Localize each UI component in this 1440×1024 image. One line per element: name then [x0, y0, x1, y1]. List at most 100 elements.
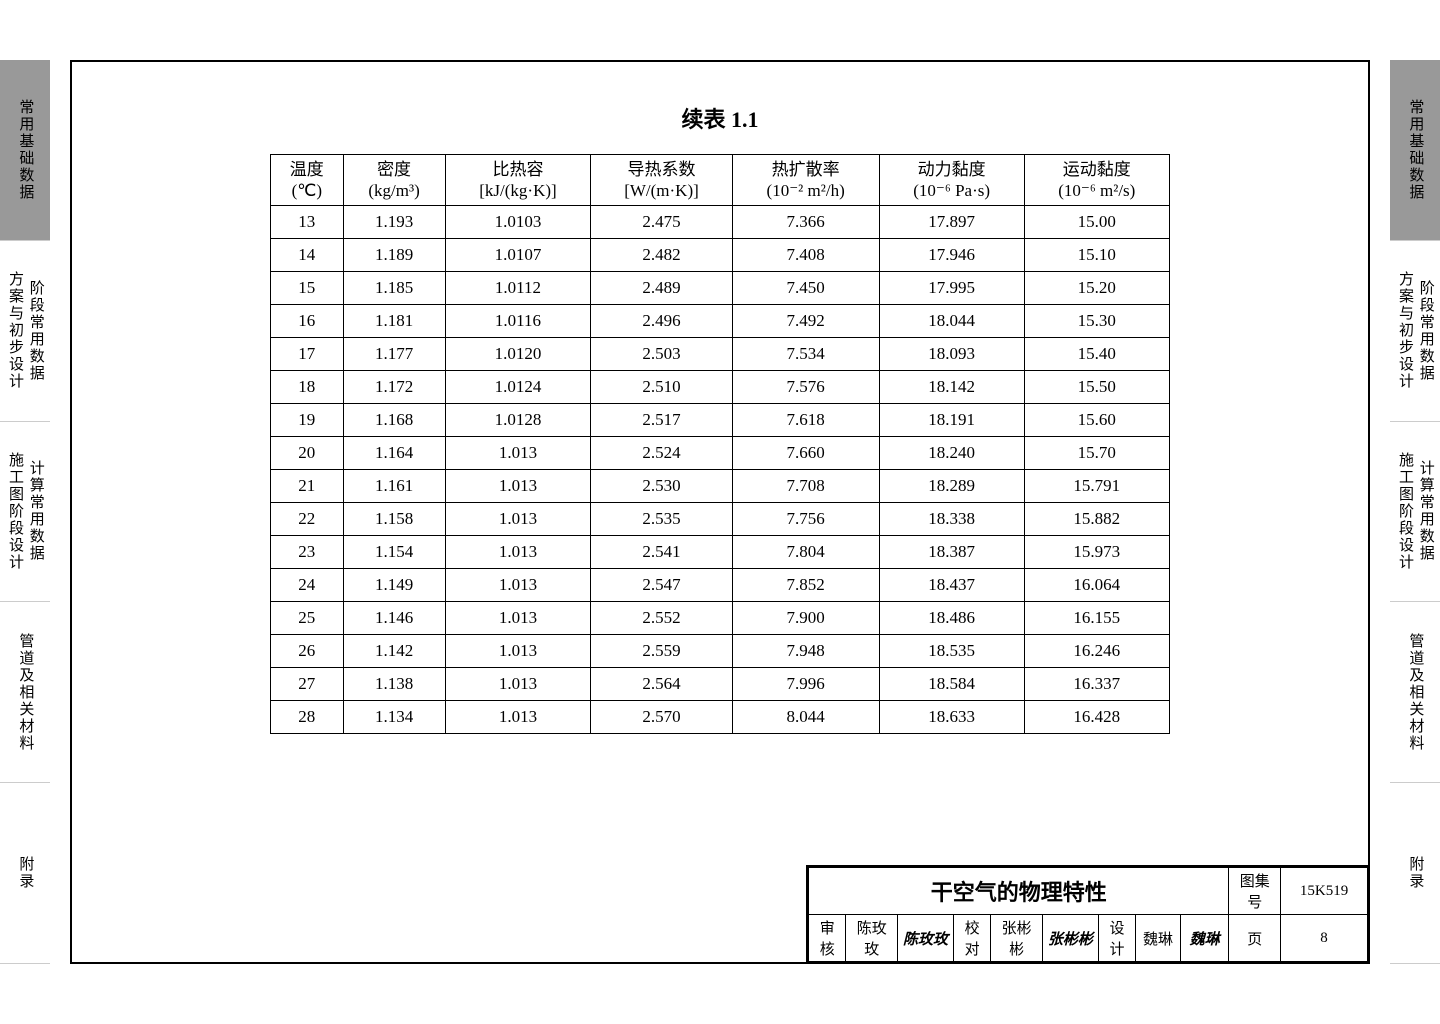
content-frame: 续表 1.1 温度(℃)密度(kg/m³)比热容[kJ/(kg·K)]导热系数[…	[70, 60, 1370, 964]
table-cell: 2.535	[591, 503, 732, 536]
table-cell: 19	[271, 404, 344, 437]
table-cell: 2.475	[591, 206, 732, 239]
table-cell: 7.450	[732, 272, 879, 305]
role-design-name: 魏琳	[1136, 915, 1181, 962]
table-cell: 1.0103	[445, 206, 591, 239]
table-row: 281.1341.0132.5708.04418.63316.428	[271, 701, 1170, 734]
table-row: 181.1721.01242.5107.57618.14215.50	[271, 371, 1170, 404]
right-side-tabs: 常用基础数据方案与初步设计阶段常用数据施工图阶段设计计算常用数据管道及相关材料附…	[1390, 60, 1440, 964]
role-check-name: 张彬彬	[991, 915, 1043, 962]
left-side-tabs: 常用基础数据方案与初步设计阶段常用数据施工图阶段设计计算常用数据管道及相关材料附…	[0, 60, 50, 964]
table-cell: 2.510	[591, 371, 732, 404]
side-tab-label: 施工图阶段设计	[5, 452, 24, 571]
table-cell: 7.708	[732, 470, 879, 503]
table-cell: 2.564	[591, 668, 732, 701]
drawing-title: 干空气的物理特性	[809, 868, 1229, 915]
title-block: 干空气的物理特性 图集号 15K519 审核 陈玫玫 陈玫玫 校对 张彬彬 张彬…	[806, 865, 1370, 964]
side-tab-label: 附录	[1406, 856, 1425, 890]
side-tab-label: 常用基础数据	[16, 99, 35, 201]
side-tab-2[interactable]: 施工图阶段设计计算常用数据	[0, 422, 50, 603]
table-cell: 7.996	[732, 668, 879, 701]
side-tab-0[interactable]: 常用基础数据	[0, 60, 50, 241]
table-cell: 1.0124	[445, 371, 591, 404]
side-tab-3[interactable]: 管道及相关材料	[0, 602, 50, 783]
table-cell: 18.584	[879, 668, 1024, 701]
table-cell: 15.40	[1024, 338, 1169, 371]
side-tab-label: 方案与初步设计	[1395, 271, 1414, 390]
table-cell: 1.013	[445, 503, 591, 536]
table-row: 231.1541.0132.5417.80418.38715.973	[271, 536, 1170, 569]
table-cell: 18.044	[879, 305, 1024, 338]
table-cell: 20	[271, 437, 344, 470]
table-cell: 2.482	[591, 239, 732, 272]
table-cell: 1.0120	[445, 338, 591, 371]
table-cell: 18.093	[879, 338, 1024, 371]
role-review-label: 审核	[809, 915, 846, 962]
side-tab-label: 管道及相关材料	[1406, 633, 1425, 752]
col-header-2: 比热容[kJ/(kg·K)]	[445, 155, 591, 206]
side-tab-3[interactable]: 管道及相关材料	[1390, 602, 1440, 783]
col-header-4: 热扩散率(10⁻² m²/h)	[732, 155, 879, 206]
table-cell: 2.552	[591, 602, 732, 635]
table-cell: 1.013	[445, 602, 591, 635]
table-cell: 21	[271, 470, 344, 503]
table-cell: 8.044	[732, 701, 879, 734]
side-tab-0[interactable]: 常用基础数据	[1390, 60, 1440, 241]
table-cell: 2.541	[591, 536, 732, 569]
table-cell: 1.193	[343, 206, 445, 239]
table-row: 211.1611.0132.5307.70818.28915.791	[271, 470, 1170, 503]
table-cell: 18	[271, 371, 344, 404]
table-cell: 17	[271, 338, 344, 371]
table-cell: 18.486	[879, 602, 1024, 635]
side-tab-1[interactable]: 方案与初步设计阶段常用数据	[0, 241, 50, 422]
role-review-name: 陈玫玫	[846, 915, 898, 962]
col-header-0: 温度(℃)	[271, 155, 344, 206]
table-cell: 1.158	[343, 503, 445, 536]
table-cell: 24	[271, 569, 344, 602]
side-tab-label: 阶段常用数据	[1416, 280, 1435, 382]
table-cell: 7.900	[732, 602, 879, 635]
page-label: 页	[1229, 915, 1281, 962]
table-cell: 1.161	[343, 470, 445, 503]
table-cell: 1.134	[343, 701, 445, 734]
side-tab-4[interactable]: 附录	[1390, 783, 1440, 964]
table-caption: 续表 1.1	[72, 102, 1368, 134]
table-cell: 15.882	[1024, 503, 1169, 536]
table-body: 131.1931.01032.4757.36617.89715.00141.18…	[271, 206, 1170, 734]
table-cell: 16.155	[1024, 602, 1169, 635]
table-cell: 1.164	[343, 437, 445, 470]
table-cell: 7.948	[732, 635, 879, 668]
table-cell: 1.149	[343, 569, 445, 602]
table-cell: 15.00	[1024, 206, 1169, 239]
table-cell: 1.013	[445, 668, 591, 701]
table-cell: 1.013	[445, 470, 591, 503]
side-tab-2[interactable]: 施工图阶段设计计算常用数据	[1390, 422, 1440, 603]
table-row: 251.1461.0132.5527.90018.48616.155	[271, 602, 1170, 635]
table-cell: 2.559	[591, 635, 732, 668]
table-cell: 17.946	[879, 239, 1024, 272]
table-cell: 1.181	[343, 305, 445, 338]
side-tab-1[interactable]: 方案与初步设计阶段常用数据	[1390, 241, 1440, 422]
table-cell: 7.756	[732, 503, 879, 536]
table-cell: 15.791	[1024, 470, 1169, 503]
table-cell: 1.168	[343, 404, 445, 437]
table-cell: 16.428	[1024, 701, 1169, 734]
table-cell: 1.185	[343, 272, 445, 305]
table-wrapper: 温度(℃)密度(kg/m³)比热容[kJ/(kg·K)]导热系数[W/(m·K)…	[270, 154, 1170, 734]
table-cell: 15.50	[1024, 371, 1169, 404]
role-review-signature: 陈玫玫	[898, 915, 954, 962]
role-check-signature: 张彬彬	[1042, 915, 1098, 962]
table-cell: 15.973	[1024, 536, 1169, 569]
table-cell: 7.576	[732, 371, 879, 404]
table-cell: 1.189	[343, 239, 445, 272]
side-tab-4[interactable]: 附录	[0, 783, 50, 964]
table-cell: 7.534	[732, 338, 879, 371]
table-cell: 1.142	[343, 635, 445, 668]
table-cell: 18.289	[879, 470, 1024, 503]
page: 常用基础数据方案与初步设计阶段常用数据施工图阶段设计计算常用数据管道及相关材料附…	[0, 0, 1440, 1024]
table-cell: 2.517	[591, 404, 732, 437]
table-cell: 15.60	[1024, 404, 1169, 437]
side-tab-label: 附录	[16, 856, 35, 890]
data-table: 温度(℃)密度(kg/m³)比热容[kJ/(kg·K)]导热系数[W/(m·K)…	[270, 154, 1170, 734]
table-cell: 14	[271, 239, 344, 272]
